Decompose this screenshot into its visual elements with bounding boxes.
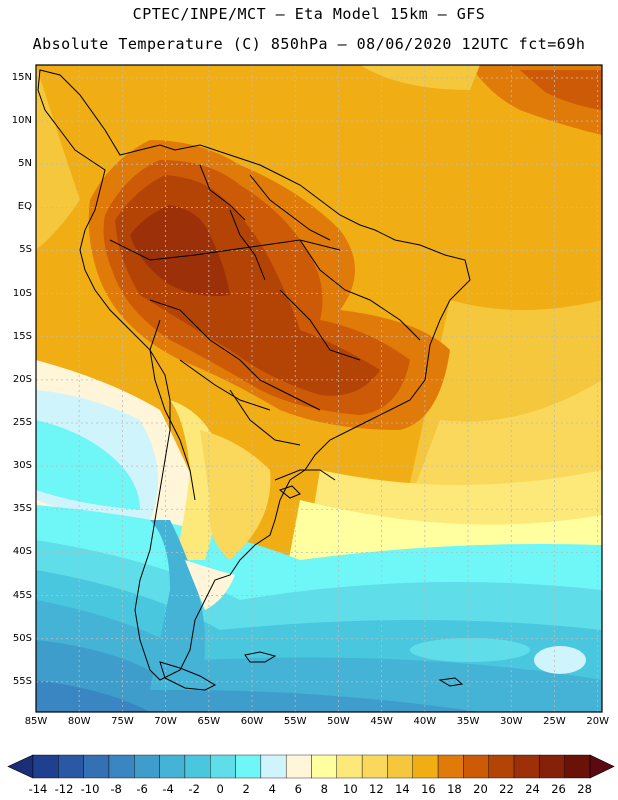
lon-tick-label: 55W — [283, 716, 307, 727]
coastlines-borders — [37, 69, 471, 681]
temperature-field — [36, 65, 602, 712]
colorbar-swatch — [513, 754, 540, 779]
colorbar-tick-label: -8 — [110, 782, 122, 796]
lon-tick-label: 20W — [586, 716, 609, 727]
colorbar-tick-label: 0 — [216, 782, 224, 796]
lon-tick-label: 70W — [154, 716, 177, 727]
colorbar-tick-label: 12 — [369, 782, 384, 796]
colorbar-tick-label: -2 — [188, 782, 200, 796]
lon-tick-label: 30W — [499, 716, 523, 727]
colorbar-tick-label: 20 — [473, 782, 488, 796]
lon-tick-label: 25W — [543, 716, 566, 727]
lat-tick-label: 15S — [12, 330, 32, 342]
colorbar-tick-label: 10 — [343, 782, 358, 796]
colorbar-min-arrow — [7, 754, 34, 779]
colorbar-swatch — [235, 754, 262, 779]
lat-tick-label: 10N — [11, 115, 32, 127]
colorbar-swatch — [58, 754, 84, 779]
lon-tick-label: 75W — [111, 716, 134, 727]
colorbar-swatch — [260, 754, 287, 779]
lon-tick-label: 65W — [197, 716, 221, 727]
colorbar-tick-label: -4 — [162, 782, 174, 796]
colorbar-swatch — [83, 754, 110, 779]
colorbar-max-arrow — [589, 754, 615, 779]
colorbar-tick-label: 24 — [525, 782, 540, 796]
colorbar-swatch — [488, 754, 515, 779]
colorbar-tick-label: 8 — [320, 782, 328, 796]
colorbar-swatch — [336, 754, 363, 779]
lat-tick-label: 45S — [12, 589, 32, 601]
colorbar-tick-label: 14 — [395, 782, 410, 796]
colorbar-swatch — [285, 754, 312, 779]
title-model: CPTEC/INPE/MCT – Eta Model 15km – GFS — [132, 5, 486, 23]
colorbar-tick-label: 18 — [447, 782, 462, 796]
lat-tick-label: 15N — [11, 71, 32, 83]
lat-tick-label: 30S — [12, 460, 32, 472]
colorbar-swatch — [463, 754, 489, 779]
colorbar-swatch — [412, 754, 439, 779]
colorbar-tick-label: 6 — [294, 782, 302, 796]
colorbar-swatch — [32, 754, 59, 779]
lat-tick-label: 5N — [18, 158, 32, 170]
graticule — [35, 65, 602, 712]
colorbar-tick-label: -6 — [136, 782, 148, 796]
colorbar — [7, 754, 615, 779]
lat-tick-label: EQ — [17, 201, 32, 213]
colorbar-swatch — [159, 754, 186, 779]
lat-tick-label: 5S — [19, 244, 32, 256]
colorbar-tick-label: 4 — [268, 782, 276, 796]
colorbar-swatch — [311, 754, 338, 779]
lat-tick-label: 40S — [12, 546, 32, 558]
lon-tick-label: 45W — [370, 716, 393, 727]
title-field: Absolute Temperature (C) 850hPa – 08/06/… — [32, 35, 586, 53]
colorbar-swatch — [184, 754, 211, 779]
lat-tick-label: 25S — [12, 417, 32, 428]
colorbar-swatch — [564, 754, 591, 779]
lat-tick-label: 50S — [12, 632, 32, 644]
colorbar-tick-label: -10 — [80, 782, 100, 796]
lat-tick-label: 35S — [12, 503, 32, 515]
colorbar-swatch — [210, 754, 236, 779]
colorbar-tick-label: 2 — [242, 782, 250, 796]
colorbar-swatch — [108, 754, 135, 779]
map-frame — [35, 64, 603, 713]
lon-tick-label: 80W — [67, 716, 91, 727]
colorbar-swatch — [437, 754, 464, 779]
colorbar-swatch — [387, 754, 413, 779]
colorbar-swatch — [134, 754, 160, 779]
lat-tick-label: 20S — [12, 373, 32, 385]
colorbar-tick-label: -12 — [54, 782, 74, 796]
lon-tick-label: 85W — [24, 716, 48, 727]
colorbar-tick-label: 22 — [499, 782, 514, 796]
colorbar-swatch — [539, 754, 565, 779]
lon-tick-label: 40W — [413, 716, 437, 727]
colorbar-swatch — [361, 754, 388, 779]
colorbar-tick-label: -14 — [28, 782, 48, 796]
islands — [159, 485, 464, 691]
colorbar-tick-label: 26 — [551, 782, 566, 796]
lon-tick-label: 35W — [456, 716, 480, 727]
colorbar-tick-label: 16 — [421, 782, 436, 796]
lon-tick-label: 60W — [240, 716, 264, 727]
lon-tick-label: 50W — [327, 716, 350, 727]
lat-tick-label: 10S — [12, 287, 32, 299]
lat-tick-label: 55S — [12, 675, 32, 687]
colorbar-tick-label: 28 — [577, 782, 592, 796]
